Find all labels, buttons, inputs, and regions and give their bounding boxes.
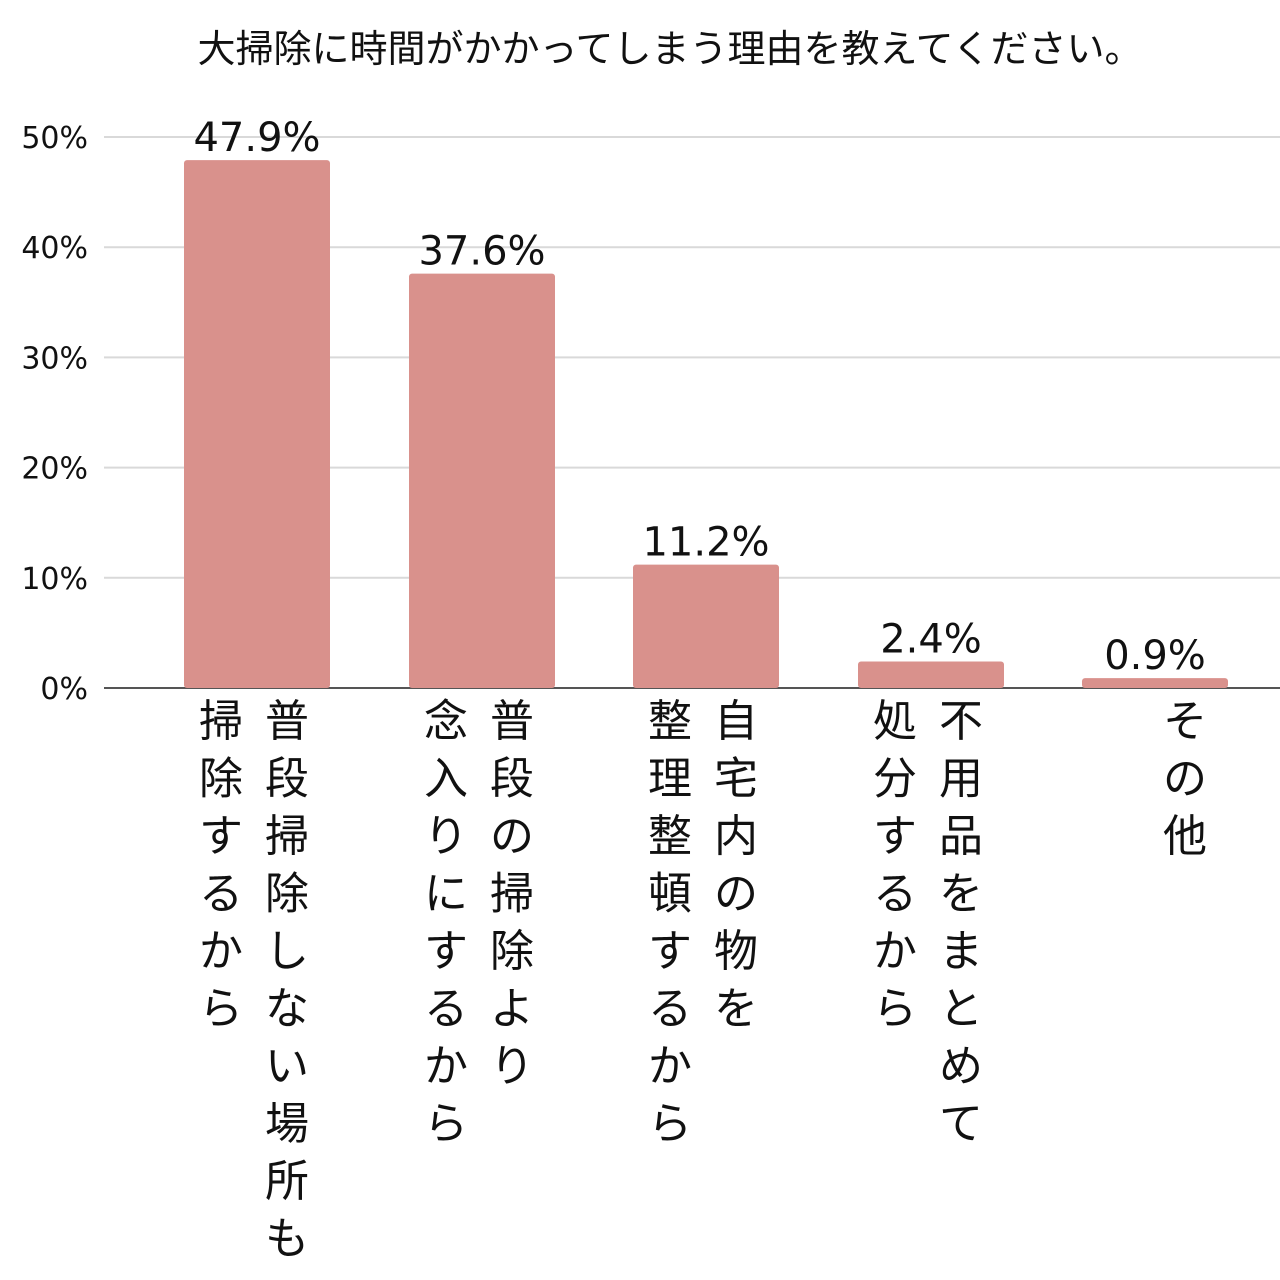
category-label-char: 理	[648, 754, 692, 805]
bar	[1082, 678, 1228, 688]
category-label-char: の	[714, 869, 758, 920]
category-label-char: な	[265, 984, 309, 1035]
category-label-char: 宅	[714, 754, 758, 805]
category-label-char: め	[939, 1041, 983, 1092]
category-label: その他	[1163, 696, 1207, 862]
category-label-char: の	[1163, 754, 1207, 805]
category-label-char: 段	[490, 754, 534, 805]
category-label-char: も	[265, 1214, 309, 1265]
category-label-char: 処	[873, 696, 917, 747]
category-label-char: 整	[648, 696, 692, 747]
category-label-char: る	[648, 984, 692, 1035]
category-label-char: す	[424, 926, 468, 977]
category-label-char: り	[490, 1041, 534, 1092]
category-label-char: 整	[648, 811, 692, 862]
category-label-char: 場	[265, 1099, 309, 1150]
category-label-char: 除	[490, 926, 534, 977]
bars	[184, 160, 1228, 689]
category-label-char: す	[199, 811, 243, 862]
y-tick-label: 30%	[21, 341, 88, 376]
category-label-char: と	[939, 984, 983, 1035]
category-label-char: 内	[714, 811, 758, 862]
category-label-char: 段	[265, 754, 309, 805]
category-label-char: 入	[424, 754, 468, 805]
category-label-char: か	[424, 1041, 468, 1092]
category-label-char: 掃	[490, 869, 534, 920]
bar	[858, 661, 1004, 688]
data-labels: 47.9% 37.6% 11.2% 2.4% 0.9%	[193, 115, 1205, 679]
category-label-char: ら	[648, 1099, 692, 1150]
category-label-char: を	[939, 869, 983, 920]
category-labels: 普段掃除しない場所も掃除するから普段の掃除より念入りにするから自宅内の物を整理整…	[199, 696, 1207, 1265]
category-label-char: し	[265, 926, 309, 977]
data-label: 47.9%	[193, 115, 320, 161]
category-label-char: に	[424, 869, 468, 920]
category-label-char: て	[939, 1099, 983, 1150]
category-label-char: 除	[265, 869, 309, 920]
bar	[184, 160, 330, 689]
y-axis-ticks: 0% 10% 20% 30% 40% 50%	[21, 121, 88, 707]
y-tick-label: 0%	[40, 672, 88, 707]
category-label-char: の	[490, 811, 534, 862]
chart-title: 大掃除に時間がかかってしまう理由を教えてください。	[197, 27, 1142, 71]
category-label-char: 不	[939, 696, 983, 747]
category-label-char: か	[648, 1041, 692, 1092]
category-label-char: る	[424, 984, 468, 1035]
data-label: 0.9%	[1104, 633, 1206, 679]
category-label-char: り	[424, 811, 468, 862]
category-label-char: 普	[490, 696, 534, 747]
category-label-char: ら	[424, 1099, 468, 1150]
category-label-char: ま	[939, 926, 983, 977]
category-label-char: る	[873, 869, 917, 920]
category-label-char: そ	[1163, 696, 1207, 747]
category-label-char: 他	[1163, 811, 1207, 862]
bar	[633, 564, 779, 688]
y-tick-label: 40%	[21, 231, 88, 266]
category-label-char: 掃	[265, 811, 309, 862]
category-label-char: 普	[265, 696, 309, 747]
y-tick-label: 10%	[21, 562, 88, 597]
category-label-char: よ	[490, 984, 534, 1035]
data-label: 2.4%	[880, 617, 982, 663]
category-label-char: 掃	[199, 696, 243, 747]
category-label-char: 物	[714, 926, 758, 977]
data-label: 11.2%	[642, 520, 769, 566]
category-label-char: る	[199, 869, 243, 920]
category-label-char: 分	[873, 754, 917, 805]
bar	[409, 273, 555, 688]
category-label-char: 用	[939, 754, 983, 805]
category-label-char: ら	[199, 984, 243, 1035]
category-label-char: ら	[873, 984, 917, 1035]
category-label-char: か	[199, 926, 243, 977]
category-label-char: 除	[199, 754, 243, 805]
y-tick-label: 50%	[21, 121, 88, 156]
category-label-char: す	[873, 811, 917, 862]
data-label: 37.6%	[418, 229, 545, 275]
y-tick-label: 20%	[21, 452, 88, 487]
category-label-char: 自	[714, 696, 758, 747]
category-label-char: 品	[939, 811, 983, 862]
category-label-char: 頓	[648, 869, 692, 920]
category-label-char: 念	[424, 696, 468, 747]
category-label-char: い	[265, 1041, 309, 1092]
category-label-char: を	[714, 984, 758, 1035]
category-label-char: す	[648, 926, 692, 977]
category-label-char: 所	[265, 1156, 309, 1207]
category-label-char: か	[873, 926, 917, 977]
